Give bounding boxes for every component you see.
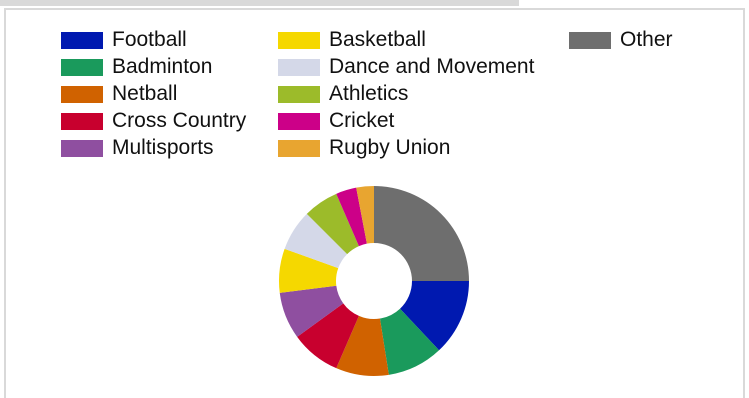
slice-rugby-union — [356, 186, 374, 244]
slice-netball — [336, 315, 389, 376]
slice-dance-and-movement — [284, 213, 348, 269]
legend-item-football: Football — [61, 28, 187, 51]
legend-swatch — [61, 112, 103, 130]
legend-swatch — [61, 31, 103, 49]
slice-other — [374, 186, 469, 281]
legend-swatch — [569, 31, 611, 49]
legend-item-athletics: Athletics — [278, 82, 409, 105]
legend-item-cross-country: Cross Country — [61, 109, 247, 132]
donut-chart — [279, 186, 470, 376]
legend-label: Rugby Union — [329, 136, 451, 159]
legend-swatch — [61, 85, 103, 103]
legend-label: Other — [620, 28, 673, 51]
legend-swatch — [278, 112, 320, 130]
legend-label: Football — [112, 28, 187, 51]
legend-label: Netball — [112, 82, 178, 105]
legend-swatch — [278, 58, 320, 76]
legend-label: Cricket — [329, 109, 395, 132]
legend-item-multisports: Multisports — [61, 136, 214, 159]
legend-label: Multisports — [112, 136, 214, 159]
legend-item-cricket: Cricket — [278, 109, 395, 132]
legend-item-basketball: Basketball — [278, 28, 426, 51]
legend-swatch — [278, 85, 320, 103]
slice-multisports — [279, 285, 344, 337]
legend-item-other: Other — [569, 28, 673, 51]
legend-swatch — [278, 139, 320, 157]
legend-label: Dance and Movement — [329, 55, 535, 78]
legend-item-netball: Netball — [61, 82, 178, 105]
slice-cross-country — [297, 303, 359, 369]
legend-label: Cross Country — [112, 109, 247, 132]
legend-label: Basketball — [329, 28, 426, 51]
chart-frame — [4, 8, 745, 398]
legend-label: Badminton — [112, 55, 213, 78]
legend-swatch — [61, 58, 103, 76]
legend-item-dance-and-movement: Dance and Movement — [278, 55, 535, 78]
legend-label: Athletics — [329, 82, 409, 105]
slice-basketball — [279, 248, 339, 293]
slice-football — [400, 281, 470, 351]
slice-cricket — [336, 187, 367, 247]
legend-swatch — [61, 139, 103, 157]
slice-badminton — [379, 308, 440, 375]
top-scroll-bar — [0, 0, 519, 6]
legend-item-rugby-union: Rugby Union — [278, 136, 451, 159]
legend-swatch — [278, 31, 320, 49]
legend-item-badminton: Badminton — [61, 55, 213, 78]
slice-athletics — [306, 193, 359, 255]
